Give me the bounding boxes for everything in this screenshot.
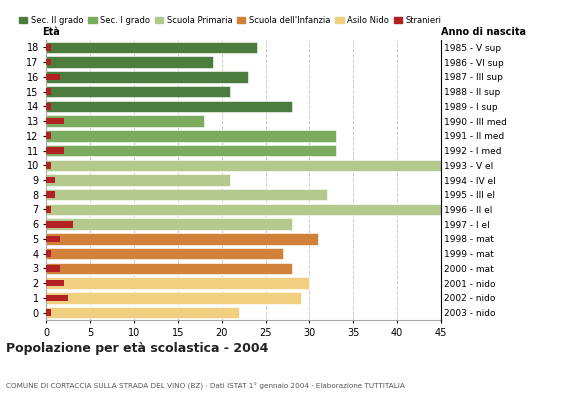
Bar	[46, 147, 64, 154]
Bar	[46, 100, 292, 112]
Text: Popolazione per età scolastica - 2004: Popolazione per età scolastica - 2004	[6, 342, 268, 355]
Bar	[46, 309, 51, 316]
Bar	[46, 278, 309, 289]
Bar	[46, 118, 64, 124]
Bar	[46, 204, 441, 215]
Bar	[46, 44, 51, 51]
Bar	[46, 88, 51, 95]
Bar	[46, 103, 51, 110]
Bar	[46, 74, 60, 80]
Legend: Sec. II grado, Sec. I grado, Scuola Primaria, Scuola dell'Infanzia, Asilo Nido, : Sec. II grado, Sec. I grado, Scuola Prim…	[19, 16, 441, 25]
Bar	[46, 145, 336, 156]
Bar	[46, 206, 51, 213]
Bar	[46, 280, 64, 286]
Bar	[46, 292, 300, 304]
Bar	[46, 42, 257, 53]
Bar	[46, 236, 60, 242]
Bar	[46, 250, 51, 257]
Bar	[46, 177, 55, 183]
Text: Anno di nascita: Anno di nascita	[441, 27, 526, 37]
Bar	[46, 174, 230, 186]
Bar	[46, 59, 51, 66]
Bar	[46, 218, 292, 230]
Bar	[46, 221, 72, 228]
Bar	[46, 130, 336, 142]
Bar	[46, 265, 60, 272]
Bar	[46, 115, 204, 127]
Bar	[46, 294, 68, 301]
Bar	[46, 263, 292, 274]
Bar	[46, 132, 51, 139]
Bar	[46, 189, 327, 200]
Bar	[46, 160, 441, 171]
Text: Età: Età	[42, 27, 60, 37]
Bar	[46, 233, 318, 245]
Bar	[46, 71, 248, 82]
Bar	[46, 307, 239, 318]
Bar	[46, 162, 51, 168]
Text: COMUNE DI CORTACCIA SULLA STRADA DEL VINO (BZ) · Dati ISTAT 1° gennaio 2004 · El: COMUNE DI CORTACCIA SULLA STRADA DEL VIN…	[6, 382, 405, 390]
Bar	[46, 86, 230, 97]
Bar	[46, 192, 55, 198]
Bar	[46, 248, 283, 260]
Bar	[46, 56, 213, 68]
